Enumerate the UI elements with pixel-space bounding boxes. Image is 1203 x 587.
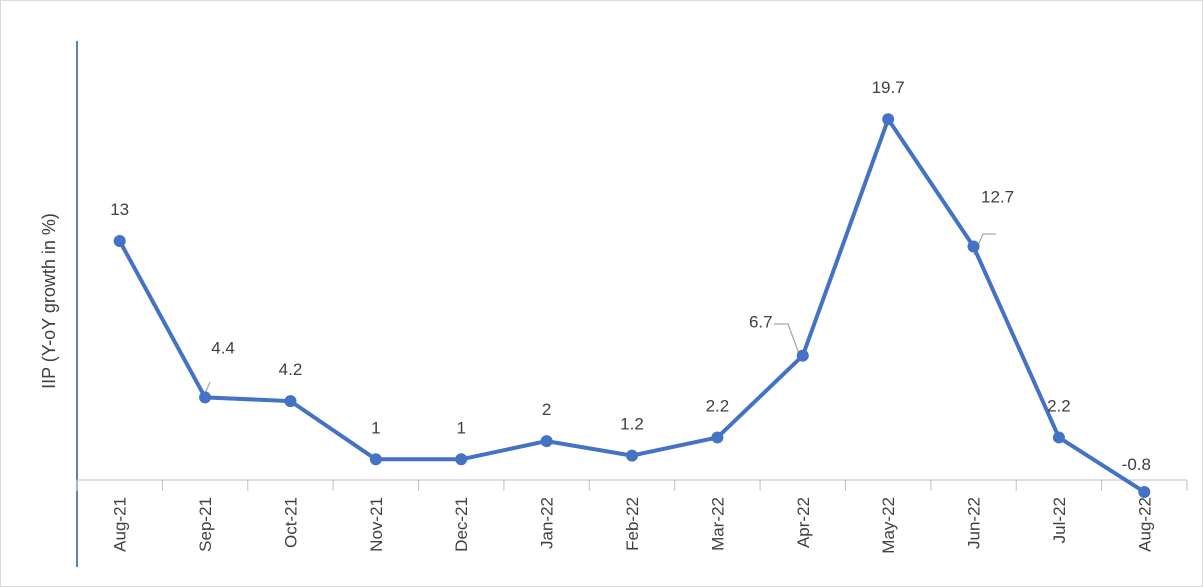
leader-line [774,323,802,360]
data-point [1138,486,1151,498]
data-label: 12.7 [981,187,1014,206]
data-point [967,240,980,253]
y-axis-title: IIP (Y-oY growth in %) [39,213,59,389]
x-tick-label: Dec-21 [452,497,471,552]
data-label: 2.2 [1047,396,1071,415]
x-tick-label: Feb-22 [623,497,642,551]
x-tick-label: Nov-21 [367,497,386,552]
data-point [455,453,468,466]
data-point [796,349,809,362]
data-label: 4.2 [279,360,303,379]
data-label: 2 [542,400,551,419]
data-point [540,435,553,448]
data-label: -0.8 [1122,455,1151,474]
x-tick-label: Mar-22 [708,497,727,551]
data-points [113,113,1151,498]
data-label: 4.4 [211,338,235,357]
x-axis-tick-labels: Aug-21 Sep-21 Oct-21 Nov-21 Dec-21 Jan-22 Feb-… [111,497,1155,554]
data-point [1052,431,1065,444]
x-axis-ticks [76,480,1188,491]
data-labels: 13 4.4 4.2 1 1 2 1.2 2.2 6.7 19.7 12.7 2.2 -0.8 [110,78,1151,474]
x-tick-label: Apr-22 [794,497,813,548]
data-label: 6.7 [749,313,773,332]
data-point [369,453,382,466]
data-label: 1 [371,418,380,437]
data-point [113,235,126,248]
x-tick-label: Jun-22 [965,497,984,549]
data-point [711,431,724,444]
data-label: 13 [110,200,129,219]
data-point [284,395,297,408]
data-point [626,449,638,462]
data-point [199,391,212,404]
x-tick-label: Jul-22 [1050,497,1069,543]
x-tick-label: Sep-21 [196,497,215,552]
series-line [117,117,1147,494]
data-label: 19.7 [872,78,905,97]
data-label: 1 [456,418,465,437]
label-leader-lines [202,233,996,399]
data-label: 2.2 [706,396,730,415]
x-tick-label: May-22 [879,497,898,554]
x-tick-label: Aug-21 [111,497,130,552]
x-tick-label: Aug-22 [1135,497,1154,552]
x-tick-label: Oct-21 [281,497,300,548]
data-label: 1.2 [620,415,644,434]
data-point [882,113,895,126]
x-tick-label: Jan-22 [538,497,557,549]
